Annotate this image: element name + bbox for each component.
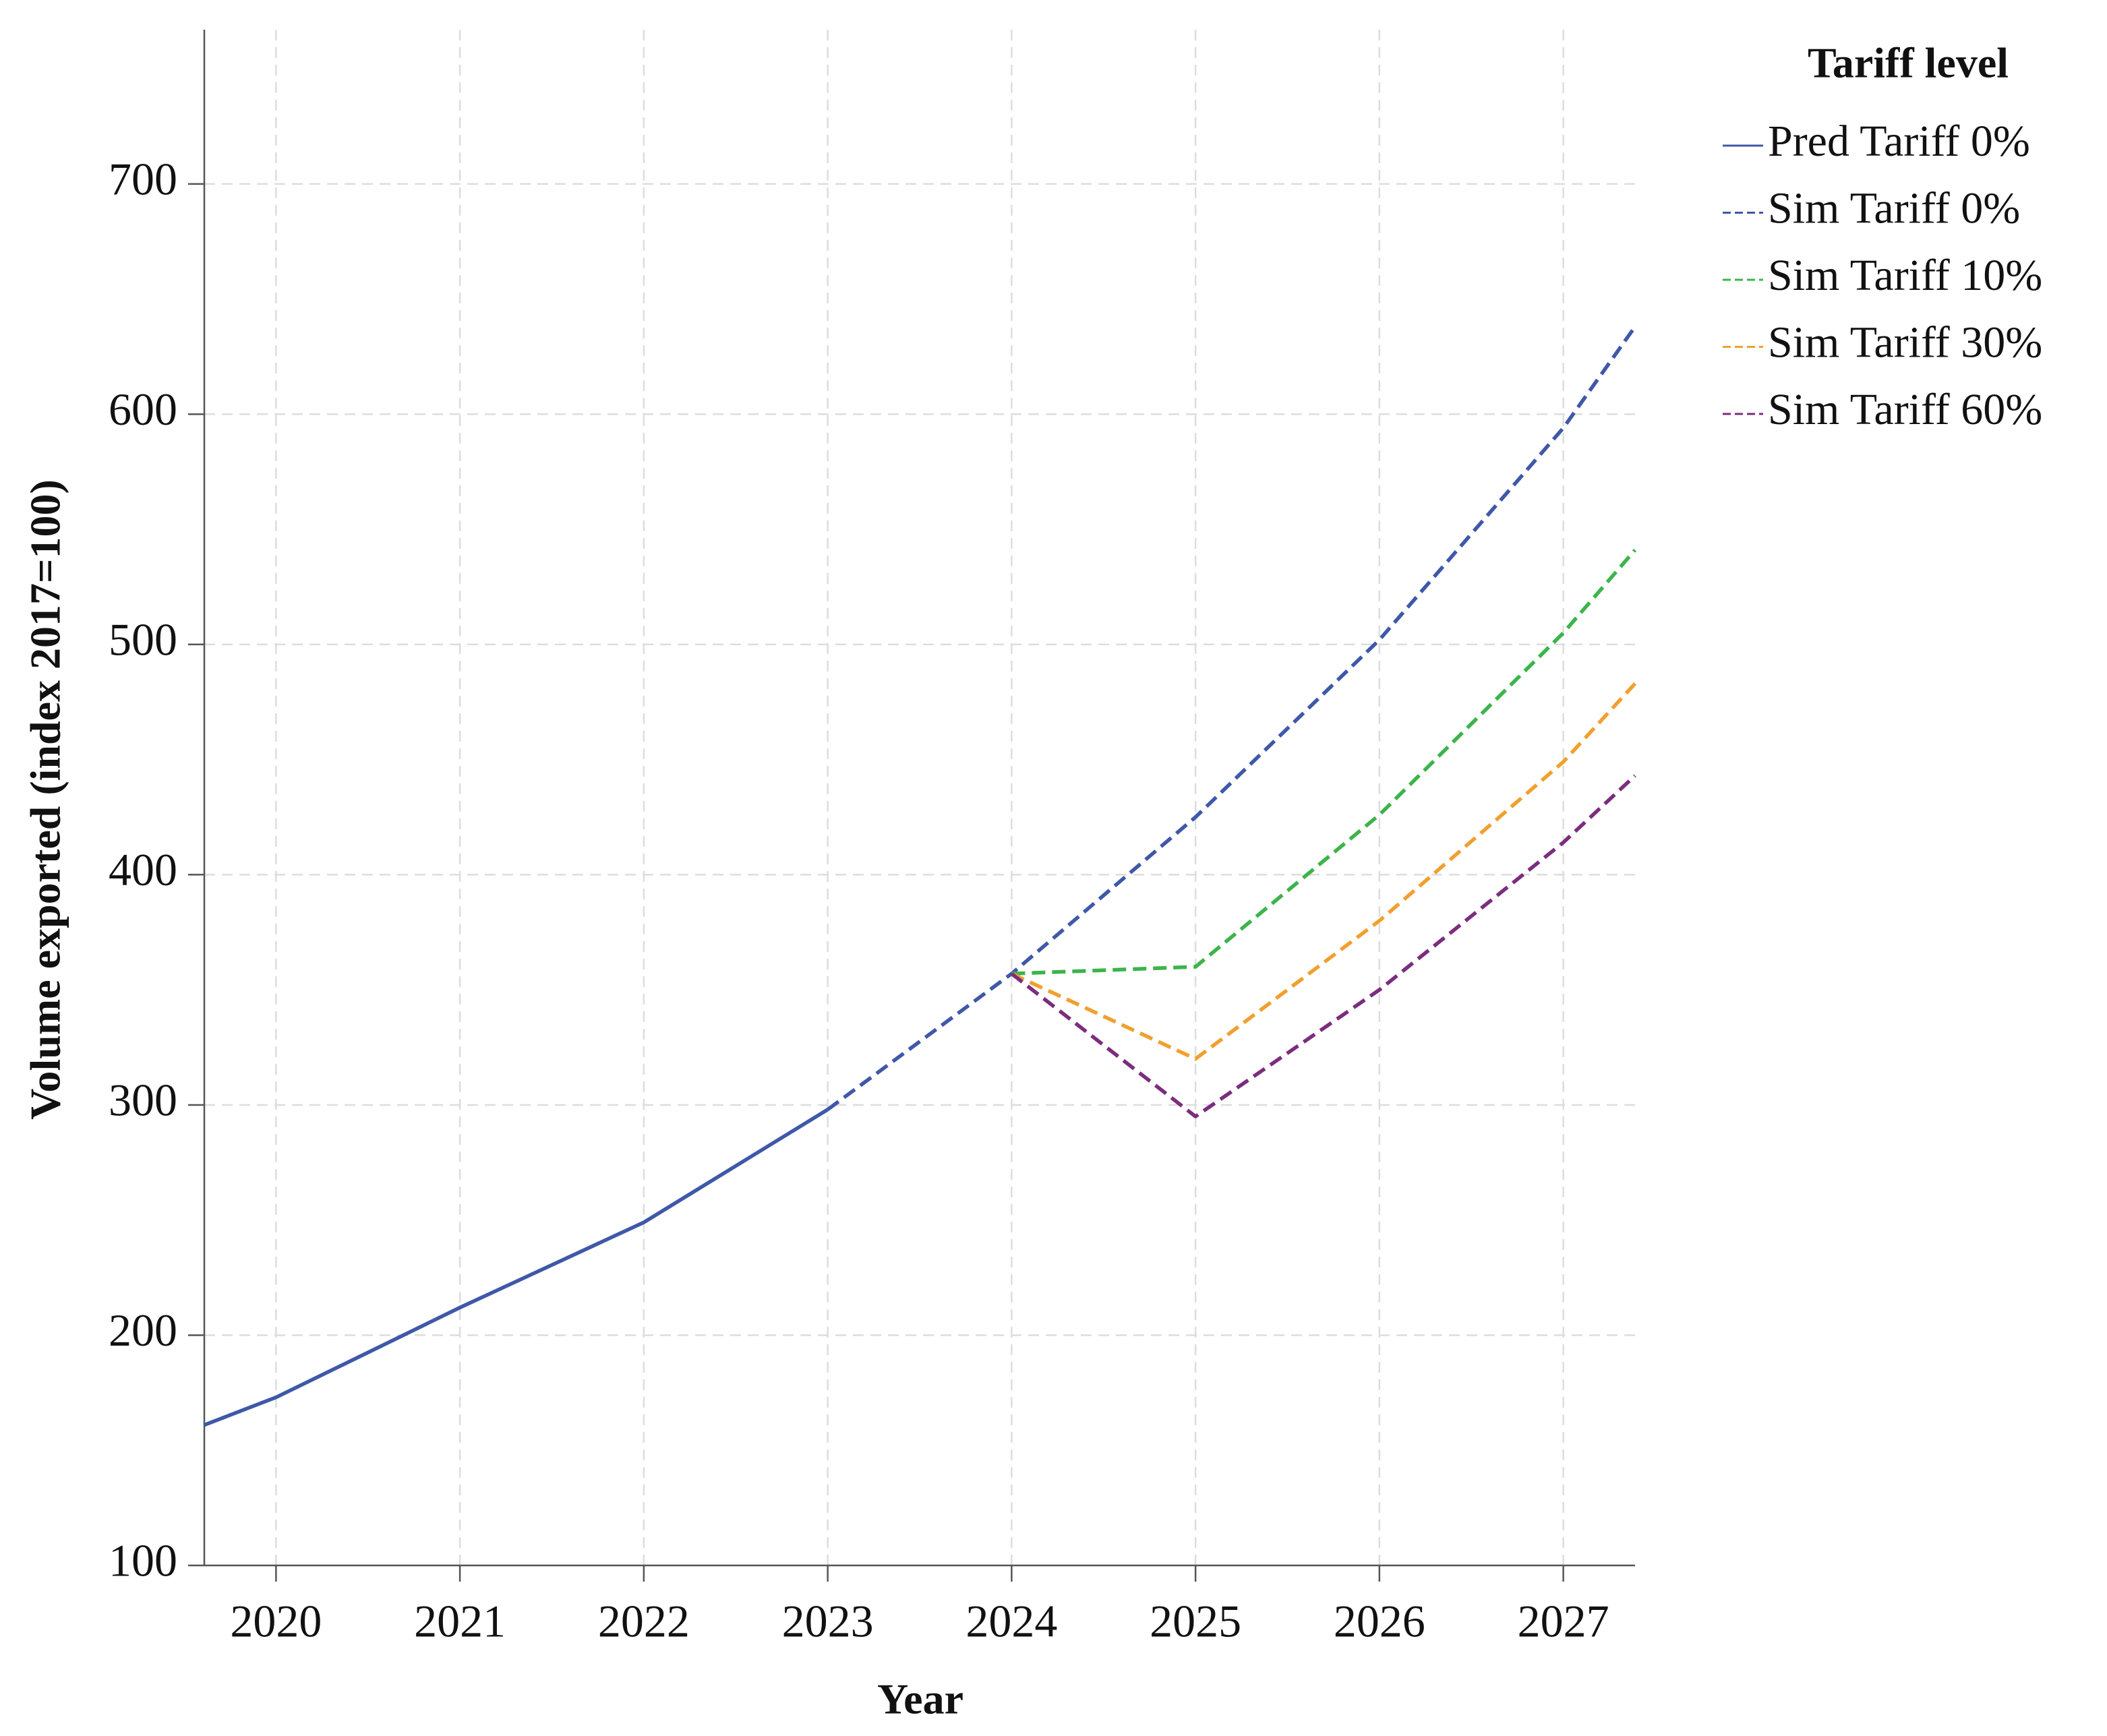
x-tick-label: 2027 bbox=[1518, 1596, 1609, 1647]
y-tick-label: 200 bbox=[109, 1305, 177, 1356]
legend-label: Pred Tariff 0% bbox=[1768, 117, 2030, 166]
y-tick-label: 300 bbox=[109, 1075, 177, 1126]
y-tick-label: 700 bbox=[109, 153, 177, 204]
legend-title: Tariff level bbox=[1808, 39, 2009, 87]
y-tick-label: 500 bbox=[109, 613, 177, 665]
x-tick-label: 2020 bbox=[230, 1596, 322, 1647]
y-tick-label: 600 bbox=[109, 384, 177, 435]
x-tick-label: 2025 bbox=[1150, 1596, 1241, 1647]
legend-label: Sim Tariff 10% bbox=[1768, 251, 2042, 300]
series-line bbox=[1010, 774, 1636, 1118]
legend-label: Sim Tariff 0% bbox=[1768, 184, 2020, 233]
legend-label: Sim Tariff 60% bbox=[1768, 385, 2042, 434]
series-line bbox=[1011, 549, 1637, 976]
y-tick-label: 400 bbox=[109, 844, 177, 895]
x-tick-label: 2024 bbox=[966, 1596, 1057, 1647]
y-tick-label: 100 bbox=[109, 1535, 177, 1586]
x-tick-label: 2021 bbox=[414, 1596, 506, 1647]
series-line bbox=[204, 1108, 829, 1427]
x-axis-title: Year bbox=[877, 1675, 963, 1723]
x-tick-label: 2022 bbox=[598, 1596, 690, 1647]
legend-label: Sim Tariff 30% bbox=[1768, 318, 2042, 367]
series-line bbox=[826, 325, 1637, 1111]
y-axis-title: Volume exported (index 2017=100) bbox=[22, 479, 69, 1120]
series-line bbox=[1011, 682, 1637, 1061]
x-tick-label: 2026 bbox=[1334, 1596, 1425, 1647]
x-tick-label: 2023 bbox=[782, 1596, 874, 1647]
